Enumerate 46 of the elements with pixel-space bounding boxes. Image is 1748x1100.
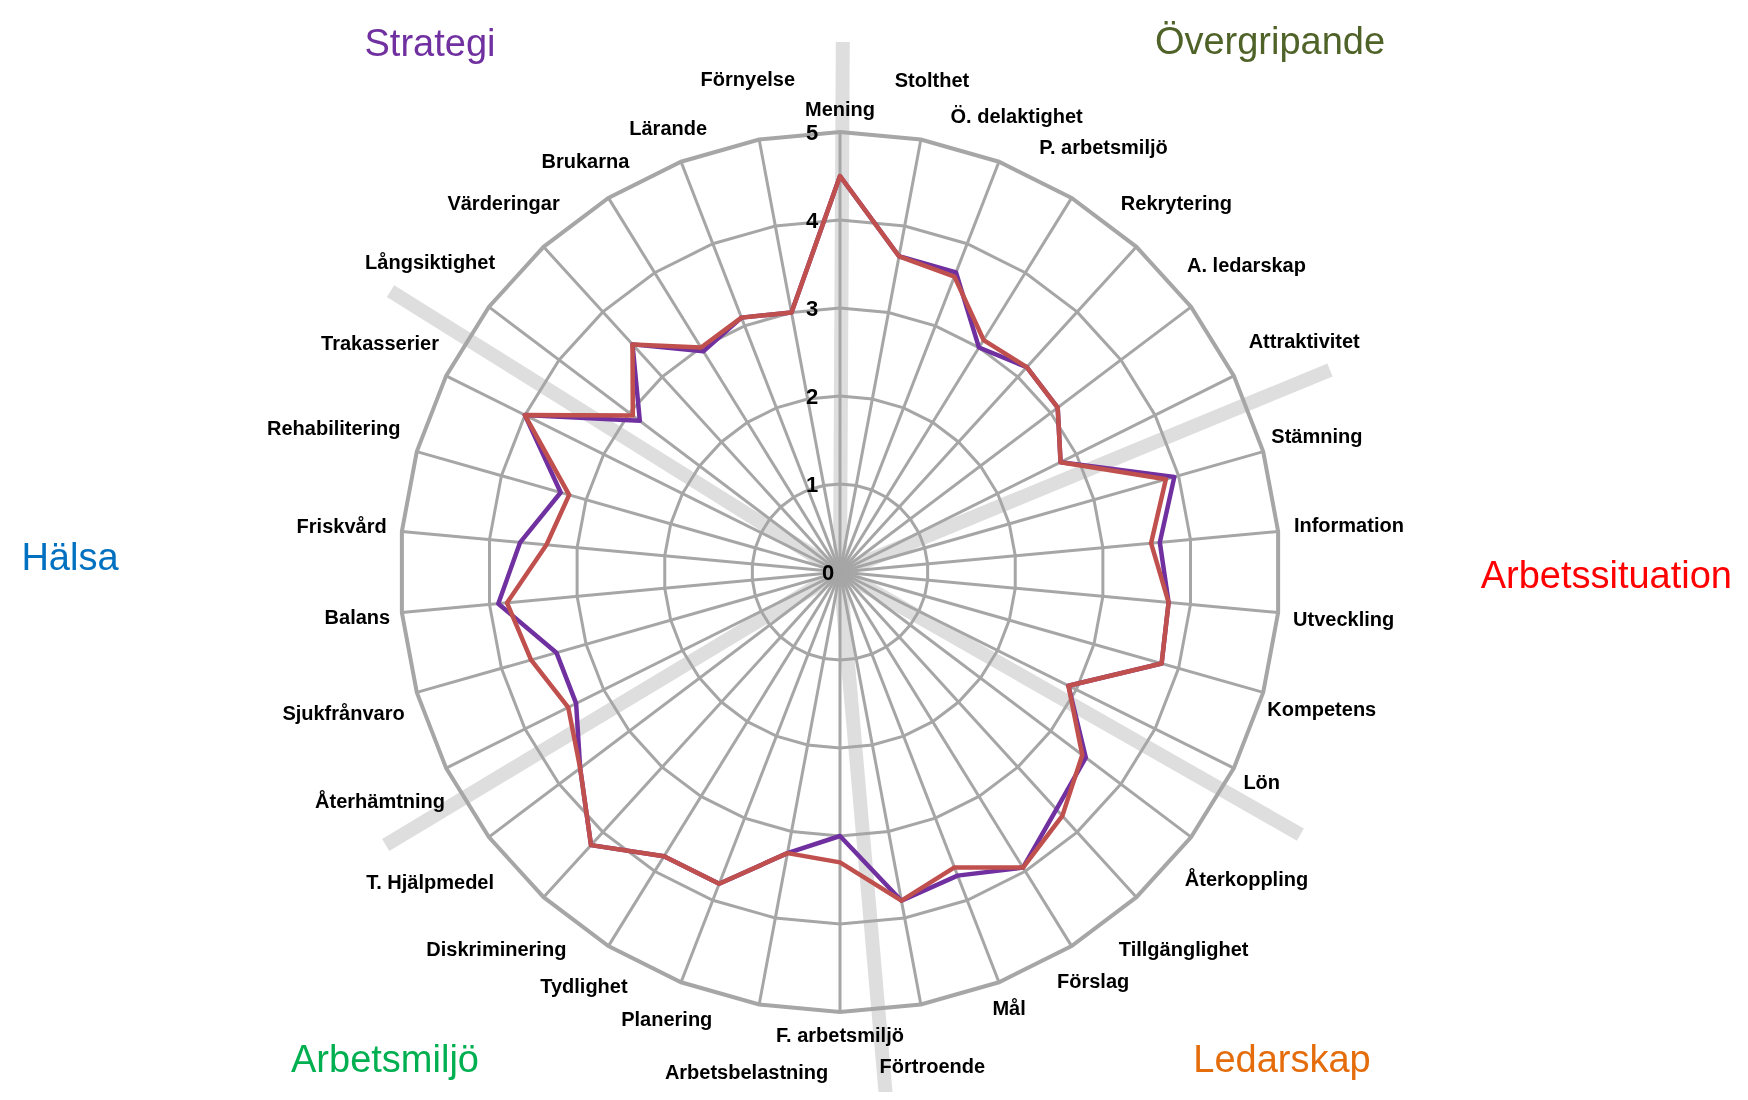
spoke-label: Mål: [992, 997, 1026, 1020]
spoke-label: F. arbetsmiljö: [776, 1024, 904, 1046]
spoke-label: Mening: [805, 98, 875, 120]
spoke-label: Balans: [324, 605, 391, 628]
y-tick-label: 1: [805, 472, 819, 497]
spoke-label: A. ledarskap: [1187, 254, 1306, 277]
spoke-label: Brukarna: [541, 149, 631, 172]
spoke-label: Förnyelse: [700, 67, 796, 90]
text: Hälsa: [21, 536, 120, 579]
text: Ledarskap: [1193, 1038, 1371, 1081]
spoke-label: Stolthet: [894, 68, 970, 91]
text: Strategi: [364, 22, 496, 65]
spoke-label: Rekrytering: [1120, 191, 1233, 214]
spoke-label: Förtroende: [879, 1054, 986, 1077]
y-tick-label: 5: [805, 120, 819, 145]
spoke-label: Förslag: [1057, 969, 1130, 992]
spoke-label: Utveckling: [1293, 607, 1395, 630]
spoke-label: Friskvård: [296, 514, 387, 537]
text: Övergripande: [1154, 20, 1386, 63]
text: Arbetssituation: [1480, 554, 1732, 597]
spoke-label: Planering: [621, 1008, 713, 1031]
spoke-label: Långsiktighet: [365, 251, 496, 274]
spoke-label: Återkoppling: [1184, 866, 1309, 890]
spoke-label: Värderingar: [447, 191, 560, 214]
spoke-label: Lön: [1243, 771, 1281, 793]
spoke-label: Diskriminering: [426, 937, 567, 960]
y-tick-label: 4: [805, 208, 819, 233]
y-tick-label: 0: [821, 560, 835, 585]
spoke-label: Tillgänglighet: [1118, 937, 1249, 960]
spoke-label: Arbetsbelastning: [664, 1060, 829, 1083]
spoke-label: Rehabilitering: [267, 416, 401, 439]
spoke-label: Kompetens: [1267, 698, 1377, 721]
spoke-label: Stämning: [1271, 425, 1363, 448]
spoke-label: T. Hjälpmedel: [366, 870, 495, 893]
spoke-label: Sjukfrånvaro: [282, 702, 405, 725]
y-tick-label: 3: [805, 296, 819, 321]
spoke-label: Tydlighet: [540, 974, 628, 997]
spoke-label: P. arbetsmiljö: [1039, 135, 1168, 158]
spoke-label: Attraktivitet: [1248, 329, 1361, 352]
text: Arbetsmiljö: [291, 1038, 479, 1081]
spoke-label: Lärande: [629, 117, 708, 140]
spoke-label: Information: [1293, 513, 1404, 536]
spoke-label: Trakasserier: [321, 331, 440, 354]
spoke-label: Ö. delaktighet: [950, 104, 1084, 127]
spoke-label: Återhämtning: [315, 789, 446, 813]
y-tick-label: 2: [805, 384, 819, 409]
